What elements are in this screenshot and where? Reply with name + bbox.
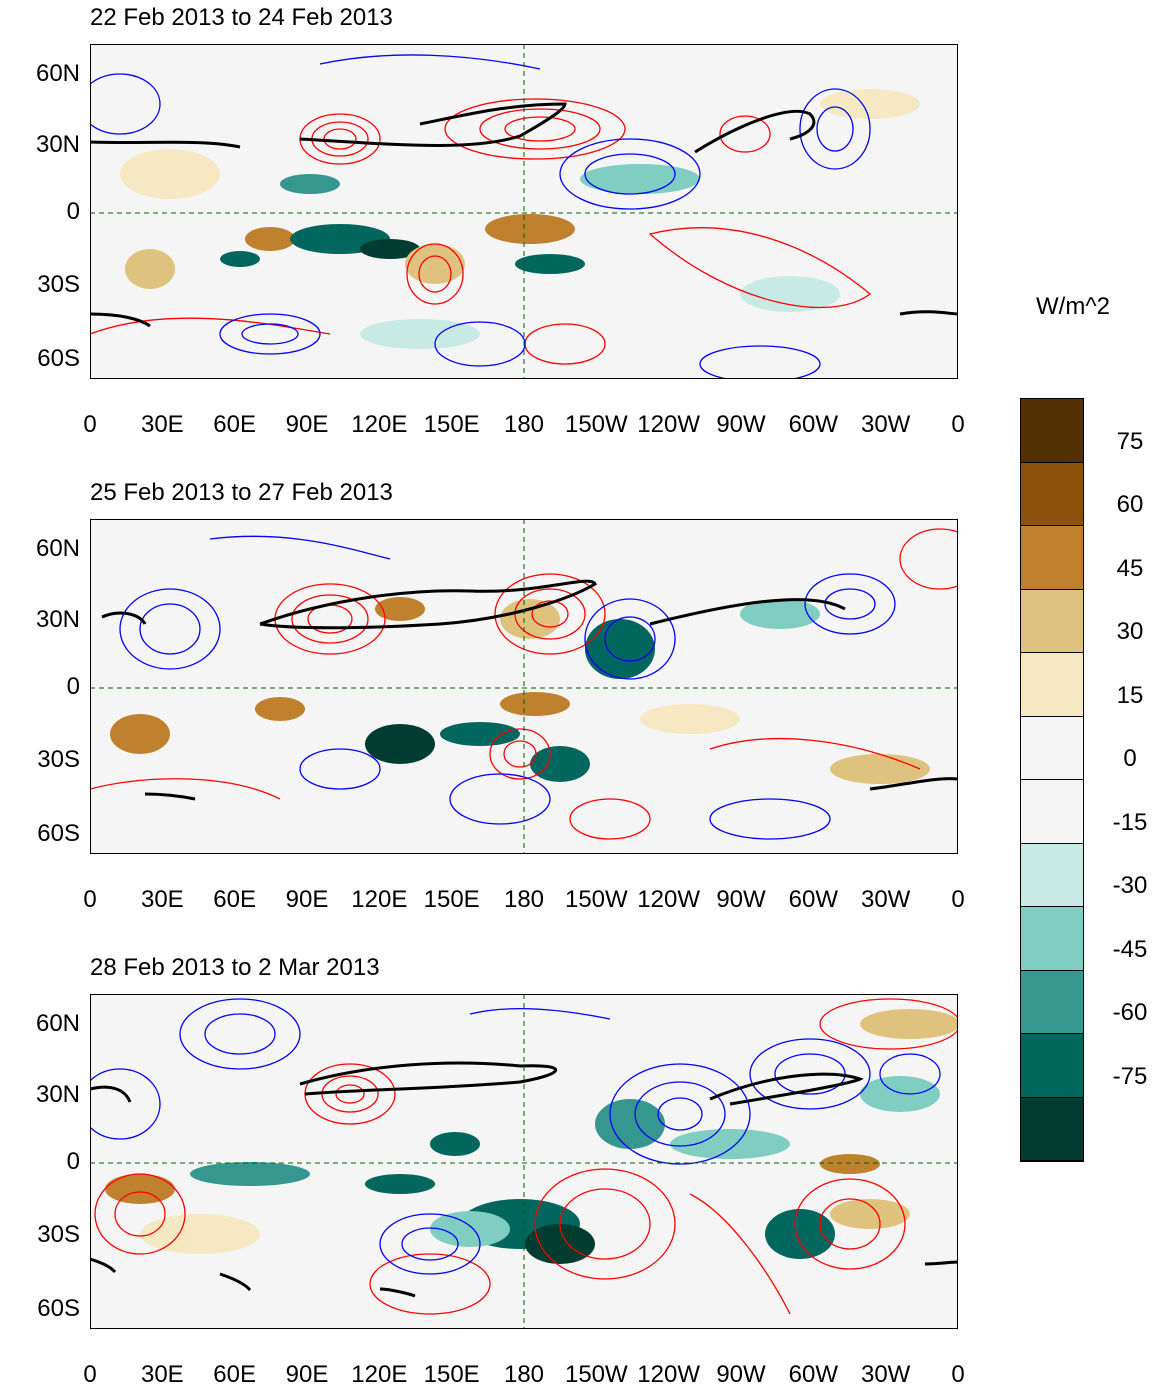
- anomaly-shading: [120, 89, 920, 349]
- colorbar-swatch: [1021, 526, 1083, 590]
- colorbar-swatch: [1021, 589, 1083, 653]
- lon-label: 120E: [351, 886, 408, 913]
- map-panel-3-canvas: [90, 994, 958, 1329]
- map-panel-2: [90, 519, 958, 854]
- lon-label: 150E: [423, 1361, 480, 1388]
- colorbar-tick-label: -60: [1112, 999, 1148, 1026]
- lat-label: 60N: [35, 535, 80, 563]
- lon-label: 60W: [788, 886, 839, 913]
- lat-label: 60N: [35, 60, 80, 88]
- lat-label: 60N: [35, 1010, 80, 1038]
- colorbar-tick-label: 75: [1116, 427, 1144, 455]
- lon-label: 60E: [213, 886, 257, 913]
- lon-label: 0: [83, 411, 97, 438]
- lon-label: 30E: [140, 411, 184, 438]
- lon-label: 180: [503, 411, 545, 438]
- lon-label: 60E: [213, 411, 257, 438]
- colorbar-swatch: [1021, 1097, 1083, 1161]
- lat-label: 30N: [35, 1080, 80, 1108]
- lon-label: 90E: [285, 1361, 329, 1388]
- lon-label: 90W: [716, 411, 766, 438]
- colorbar-tick-label: 30: [1116, 618, 1144, 645]
- lon-label: 0: [951, 411, 965, 438]
- lon-label: 60W: [788, 1361, 839, 1388]
- positive-contours: [90, 98, 872, 365]
- lat-label: 0: [66, 197, 80, 225]
- negative-contours: [90, 54, 871, 379]
- lat-label: 30N: [35, 605, 80, 633]
- colorbar-tick-label: -15: [1112, 808, 1148, 836]
- map-panel-3: [90, 994, 958, 1329]
- lon-label: 60W: [788, 411, 839, 438]
- lon-label: 90W: [716, 886, 766, 913]
- colorbar-unit: W/m^2: [1036, 293, 1110, 320]
- lon-label: 150E: [423, 411, 480, 438]
- colorbar-swatch: [1021, 1034, 1083, 1098]
- lon-label: 120E: [351, 411, 408, 438]
- colorbar: [1020, 398, 1084, 1162]
- lon-label: 0: [951, 886, 965, 913]
- colorbar-swatch: [1021, 462, 1083, 526]
- colorbar-tick-label: 15: [1116, 681, 1144, 709]
- lon-label: 30E: [140, 886, 184, 913]
- lon-label: 150W: [564, 411, 628, 438]
- lat-label: 30S: [37, 746, 80, 774]
- lon-label: 30W: [860, 886, 911, 913]
- colorbar-swatch: [1021, 907, 1083, 971]
- lat-label: 60S: [37, 1294, 80, 1322]
- colorbar-swatch: [1021, 970, 1083, 1034]
- jet-contours: [90, 102, 958, 328]
- lon-label: 30E: [140, 1361, 184, 1388]
- colorbar-tick-label: -75: [1112, 1062, 1148, 1090]
- panel-1-title: 22 Feb 2013 to 24 Feb 2013: [90, 4, 393, 31]
- colorbar-tick-label: 45: [1116, 554, 1144, 582]
- map-panel-1-canvas: [90, 44, 958, 379]
- lat-label: 30S: [37, 1221, 80, 1249]
- lon-label: 120W: [637, 886, 701, 913]
- lon-label: 60E: [213, 1361, 257, 1388]
- colorbar-tick-label: -45: [1112, 935, 1148, 963]
- lon-label: 150W: [564, 886, 628, 913]
- colorbar-tick-label: 0: [1123, 745, 1137, 772]
- lon-label: 150W: [564, 1361, 628, 1388]
- colorbar-swatch: [1021, 843, 1083, 907]
- lat-label: 30S: [37, 271, 80, 299]
- lon-label: 90E: [285, 886, 329, 913]
- lon-label: 120W: [637, 1361, 701, 1388]
- lon-label: 30W: [860, 411, 911, 438]
- lat-label: 60S: [37, 819, 80, 847]
- colorbar-swatch: [1021, 780, 1083, 844]
- map-panel-2-canvas: [90, 519, 958, 854]
- lon-label: 30W: [860, 1361, 911, 1388]
- map-panel-1: [90, 44, 958, 379]
- lat-label: 60S: [37, 344, 80, 372]
- colorbar-tick-label: -30: [1112, 872, 1148, 899]
- ocean-background: [90, 44, 958, 379]
- lon-label: 90W: [716, 1361, 766, 1388]
- lon-label: 150E: [423, 886, 480, 913]
- lon-label: 180: [503, 886, 545, 913]
- panel-3-title: 28 Feb 2013 to 2 Mar 2013: [90, 954, 380, 981]
- lat-label: 0: [66, 1147, 80, 1175]
- lon-label: 0: [83, 1361, 97, 1388]
- lat-label: 0: [66, 672, 80, 700]
- lat-label: 30N: [35, 130, 80, 158]
- lon-label: 0: [951, 1361, 965, 1388]
- colorbar-tick-label: 60: [1116, 491, 1144, 518]
- lon-label: 90E: [285, 411, 329, 438]
- colorbar-swatch: [1021, 399, 1083, 463]
- lon-label: 180: [503, 1361, 545, 1388]
- colorbar-swatch: [1021, 716, 1083, 780]
- colorbar-swatch: [1021, 653, 1083, 717]
- panel-2-title: 25 Feb 2013 to 27 Feb 2013: [90, 479, 393, 506]
- lon-label: 120W: [637, 411, 701, 438]
- lon-label: 120E: [351, 1361, 408, 1388]
- lon-label: 0: [83, 886, 97, 913]
